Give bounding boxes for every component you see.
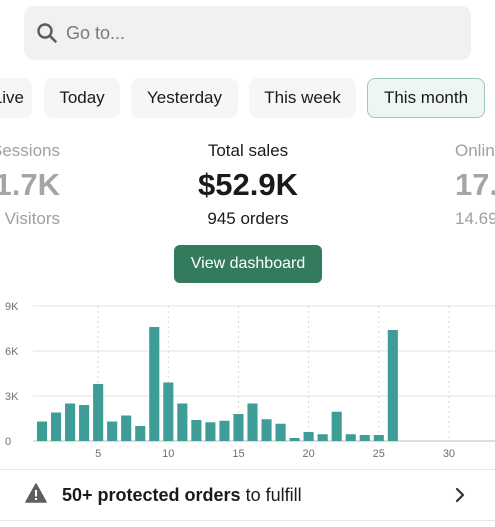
chart-bar — [149, 327, 160, 441]
warning-icon — [25, 483, 47, 503]
y-tick-label: 9K — [5, 301, 19, 313]
chart-bar — [289, 438, 300, 441]
y-tick-label: 0 — [5, 436, 11, 448]
chart-bar — [373, 435, 384, 441]
metric-label: Online — [455, 141, 495, 160]
chart-bar — [359, 435, 370, 441]
chart-bar — [135, 426, 146, 441]
fulfill-rest-text: to fulfill — [240, 485, 302, 505]
chart-bar — [205, 422, 216, 441]
chevron-right-icon — [455, 487, 465, 503]
metric-sub: Visitors — [4, 209, 60, 228]
chart-bar — [121, 415, 132, 441]
divider — [0, 469, 495, 470]
search-bar[interactable] — [24, 6, 471, 60]
chart-bar — [275, 423, 286, 441]
chart-bar — [177, 403, 188, 441]
fulfill-bold-text: 50+ protected orders — [62, 485, 241, 505]
view-dashboard-button[interactable]: View dashboard — [174, 245, 322, 283]
chart-bar — [233, 414, 244, 441]
chip-yesterday[interactable]: Yesterday — [131, 78, 238, 118]
metric-label: Sessions — [0, 141, 60, 160]
fulfill-text: 50+ protected orders to fulfill — [62, 470, 302, 520]
chart-bar — [163, 382, 174, 441]
chart-bar — [331, 411, 342, 441]
metric-sub: 14.69 — [455, 209, 495, 228]
metric-label: Total sales — [207, 141, 289, 160]
chart-bar — [191, 420, 202, 441]
chip-live[interactable]: Live — [0, 78, 32, 118]
x-tick-label: 20 — [303, 448, 315, 460]
metric-value: 17. — [455, 167, 495, 202]
x-tick-label: 10 — [162, 448, 174, 460]
y-tick-label: 6K — [5, 346, 19, 358]
x-tick-label: 30 — [443, 448, 455, 460]
chart-bar — [93, 384, 104, 441]
divider — [0, 520, 495, 521]
chip-this-week[interactable]: This week — [249, 78, 356, 118]
date-range-chips: Live Today Yesterday This week This mont… — [0, 78, 495, 118]
chart-bar — [317, 434, 328, 441]
y-tick-label: 3K — [5, 391, 19, 403]
chart-bar — [50, 412, 62, 441]
metric-value: 1.7K — [0, 167, 60, 202]
fulfill-orders-row[interactable]: 50+ protected orders to fulfill — [0, 470, 495, 520]
chart-bar — [36, 421, 48, 441]
chart-bar — [79, 405, 90, 441]
chip-today[interactable]: Today — [44, 78, 120, 118]
metric-online[interactable]: Online 17. 14.69 — [455, 140, 495, 230]
chart-bar — [303, 432, 314, 441]
chart-bar — [219, 420, 230, 441]
chip-this-month[interactable]: This month — [367, 78, 485, 118]
metric-total-sales[interactable]: Total sales $52.9K 945 orders — [148, 140, 348, 230]
x-tick-label: 5 — [95, 448, 101, 460]
x-tick-label: 15 — [232, 448, 244, 460]
metric-value: $52.9K — [198, 167, 298, 202]
search-input[interactable] — [66, 22, 446, 44]
chart-bar — [345, 434, 356, 441]
chart-bar — [107, 421, 118, 441]
sales-bar-chart: 0 3K 6K 9K 5 10 15 20 25 30 — [5, 301, 495, 460]
metric-sessions[interactable]: Sessions 1.7K Visitors — [0, 140, 60, 230]
x-tick-label: 25 — [373, 448, 385, 460]
chart-bar — [247, 403, 258, 441]
chart-bar — [65, 403, 76, 441]
search-icon — [37, 23, 57, 43]
metric-sub: 945 orders — [207, 209, 289, 228]
chart-bar — [387, 330, 398, 441]
chart-bar — [261, 419, 272, 441]
